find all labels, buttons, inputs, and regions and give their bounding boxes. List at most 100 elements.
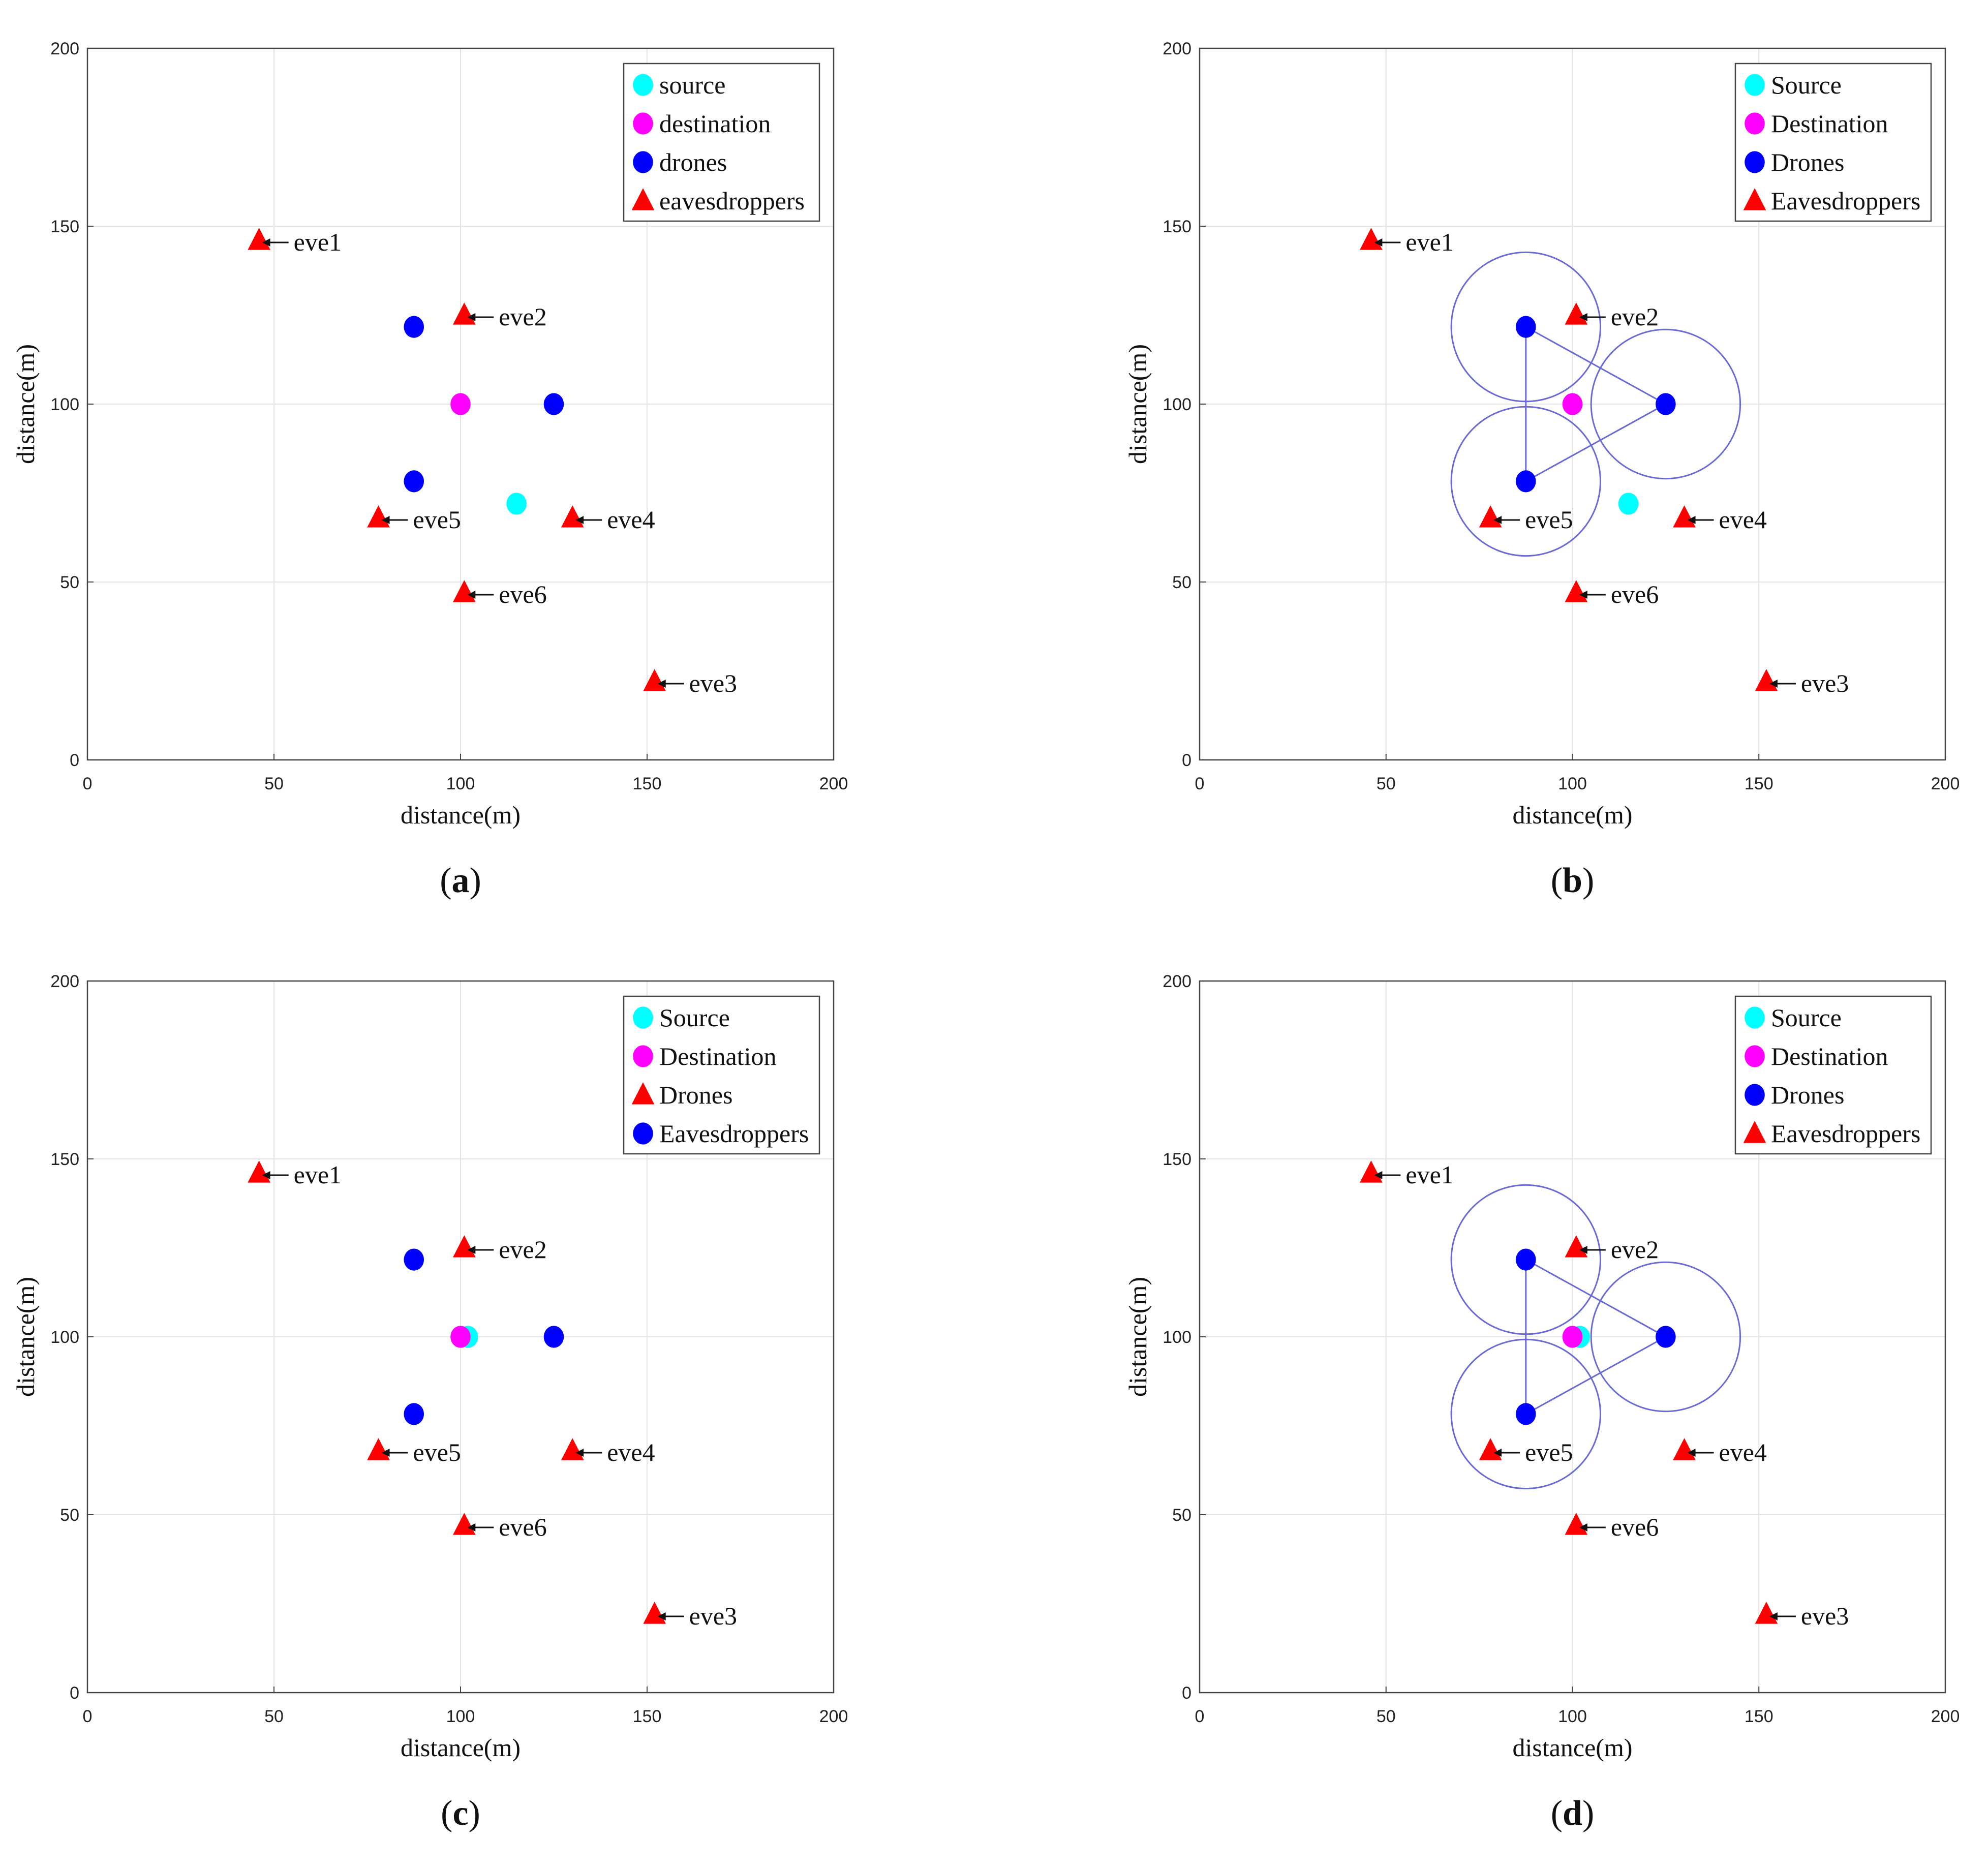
annotation-arrowhead — [1579, 591, 1587, 599]
annotation-arrowhead — [1579, 313, 1587, 321]
annotation-arrowhead — [1374, 238, 1383, 247]
legend-marker — [1743, 188, 1766, 210]
point-eavesdroppers — [1755, 1602, 1778, 1624]
point-eavesdroppers — [1360, 1160, 1383, 1183]
panel-caption: (b) — [1551, 861, 1595, 900]
point-eavesdroppers — [1755, 669, 1778, 691]
panel-b: 0 50 100 150 200 0 50 100 150 200 distance(m) dista… — [1123, 39, 1960, 900]
point-destination — [1562, 1326, 1583, 1348]
annotation-arrowhead — [1493, 1449, 1502, 1457]
annotation-label: eve1 — [294, 1160, 342, 1189]
drone-link-triangle — [1525, 325, 1667, 483]
legend-entry-label: Drones — [1771, 1081, 1844, 1109]
x-axis-label: distance(m) — [1512, 801, 1632, 829]
y-tick-label: 100 — [1163, 395, 1191, 414]
legend-entry-label: Destination — [1771, 109, 1888, 138]
y-tick-label: 0 — [1182, 1683, 1191, 1703]
y-axis-label: distance(m) — [1123, 344, 1152, 464]
annotation-label: eve1 — [1405, 1160, 1453, 1189]
point-eavesdroppers — [453, 580, 476, 602]
y-tick-label: 200 — [50, 972, 79, 991]
y-tick-label: 150 — [50, 1150, 79, 1169]
point-destination — [1562, 393, 1583, 415]
y-tick-label: 100 — [50, 1328, 79, 1347]
y-axis-label: distance(m) — [1123, 1277, 1152, 1397]
annotation-label: eve2 — [499, 1235, 546, 1264]
y-tick-label: 200 — [50, 39, 79, 58]
legend-entry-label: source — [659, 71, 726, 99]
annotation-arrowhead — [467, 1523, 476, 1531]
x-tick-label: 150 — [633, 774, 662, 793]
point-eavesdroppers — [643, 669, 666, 691]
point-drones — [643, 1602, 666, 1624]
point-drones — [1516, 1248, 1536, 1271]
y-axis-label: distance(m) — [11, 344, 40, 464]
legend-marker — [633, 1006, 653, 1029]
point-eavesdroppers — [1565, 1235, 1588, 1258]
annotation-arrowhead — [1374, 1171, 1383, 1179]
annotation-label: eve4 — [1719, 505, 1767, 534]
point-eavesdroppers — [561, 505, 584, 528]
annotation-arrowhead — [575, 1449, 584, 1457]
point-eavesdroppers — [1673, 1438, 1696, 1460]
point-drones — [248, 1160, 270, 1183]
point-drones — [404, 316, 424, 338]
legend-marker — [1745, 1006, 1765, 1029]
annotation-arrowhead — [1687, 1449, 1696, 1457]
annotation-label: eve2 — [1611, 1235, 1659, 1264]
point-drones — [543, 393, 564, 415]
annotation-arrowhead — [1769, 680, 1778, 688]
annotation-arrowhead — [467, 591, 476, 599]
x-axis-label: distance(m) — [401, 801, 521, 829]
annotation-label: eve3 — [1801, 1602, 1849, 1630]
legend-marker — [633, 74, 653, 96]
point-drones — [367, 1438, 390, 1460]
x-tick-label: 0 — [83, 774, 93, 793]
y-tick-label: 0 — [1182, 751, 1191, 770]
annotation-label: eve6 — [1611, 1513, 1659, 1541]
y-tick-label: 150 — [1163, 217, 1191, 236]
legend-entry-label: destination — [659, 109, 771, 138]
legend-marker — [631, 188, 655, 210]
legend-entry-label: drones — [659, 148, 727, 176]
legend-marker — [1745, 74, 1765, 96]
legend-box — [1734, 63, 1932, 222]
annotation-label: eve5 — [413, 505, 461, 534]
x-tick-label: 100 — [1558, 774, 1587, 793]
annotation-label: eve1 — [294, 228, 342, 256]
y-tick-label: 100 — [50, 395, 79, 414]
coverage-circle — [1450, 1338, 1602, 1490]
coverage-circle — [1450, 406, 1602, 557]
point-drones — [1656, 1326, 1676, 1348]
point-eavesdroppers — [404, 1403, 424, 1425]
legend-entry-label: Eavesdroppers — [1771, 1119, 1920, 1148]
point-eavesdroppers — [404, 1248, 424, 1271]
panel-d: 0 50 100 150 200 0 50 100 150 200 distance(m) dista… — [1123, 972, 1960, 1833]
y-axis-label: distance(m) — [11, 1277, 40, 1397]
legend-marker — [633, 151, 653, 173]
legend-entry-label: Source — [1771, 1003, 1842, 1032]
legend-box — [1734, 995, 1932, 1155]
point-eavesdroppers — [453, 302, 476, 325]
legend-entry-label: Eavesdroppers — [659, 1119, 809, 1148]
x-tick-label: 50 — [264, 774, 284, 793]
point-drones — [453, 1235, 476, 1258]
annotation-arrowhead — [1769, 1612, 1778, 1620]
x-axis-label: distance(m) — [401, 1733, 521, 1762]
y-tick-label: 50 — [60, 1506, 79, 1525]
annotation-label: eve4 — [607, 505, 655, 534]
x-tick-label: 150 — [1745, 774, 1773, 793]
annotation-arrowhead — [467, 1246, 476, 1254]
annotation-arrowhead — [262, 238, 270, 247]
legend-box — [623, 995, 820, 1155]
y-tick-label: 100 — [1163, 1328, 1191, 1347]
annotation-label: eve6 — [499, 1513, 546, 1541]
annotation-label: eve5 — [1525, 1438, 1573, 1466]
panel-c: 0 50 100 150 200 0 50 100 150 200 distance(m) dista… — [11, 972, 848, 1833]
y-tick-label: 0 — [70, 751, 79, 770]
point-drones — [1516, 470, 1536, 493]
x-tick-label: 50 — [264, 1707, 284, 1726]
coverage-circle — [1590, 1261, 1741, 1413]
legend-entry-label: Drones — [659, 1081, 732, 1109]
